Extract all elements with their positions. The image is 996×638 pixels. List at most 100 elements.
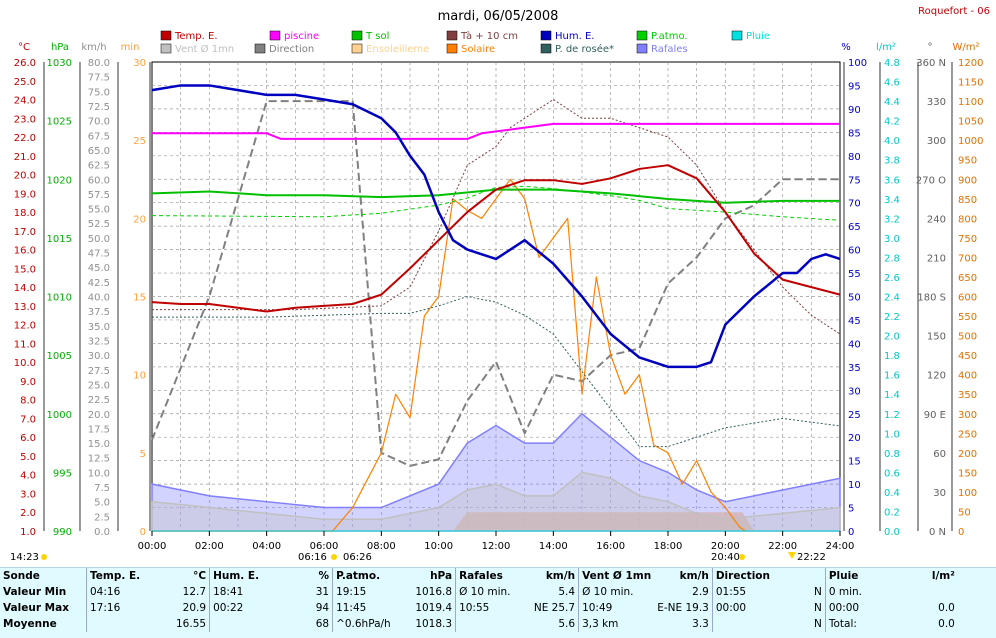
sunrise-marker	[331, 554, 337, 560]
legend-swatch	[160, 30, 172, 41]
temp-axis-tick-label: 7.0	[20, 414, 36, 425]
solar-axis-tick-label: 750	[958, 234, 977, 245]
chart-title: mardi, 06/05/2008	[438, 9, 559, 24]
temp-axis-tick-label: 4.0	[20, 471, 36, 482]
stats-cell: 00:22	[209, 600, 297, 616]
rain-axis-tick-label: 0.8	[884, 449, 900, 460]
temp-axis-tick-label: 9.0	[20, 377, 36, 388]
stats-cell: NE 25.7	[533, 602, 576, 614]
rain-axis-tick-label: 0.2	[884, 507, 900, 518]
temp-axis-tick-label: 21.0	[14, 152, 36, 163]
right-axes: %100959085807570656055504540353025201510…	[841, 42, 983, 538]
temp-axis-tick-label: 13.0	[14, 302, 36, 313]
stats-cell: 00:00	[711, 600, 809, 616]
dir-axis-tick-label: 0 N	[929, 527, 946, 538]
press-axis-tick-label: 995	[53, 468, 72, 479]
temp-axis-tick-label: 15.0	[14, 264, 36, 275]
temp-axis-tick-label: 1.0	[20, 527, 36, 538]
solar-axis-tick-label: 1000	[958, 136, 983, 147]
stats-header: km/h	[679, 570, 709, 582]
stats-cell: 17:16	[86, 600, 173, 616]
legend-swatch	[636, 30, 648, 41]
stats-cell: 01:55	[711, 584, 809, 600]
rain-axis-tick-label: 1.0	[884, 429, 900, 440]
hum-axis-tick-label: 0	[848, 527, 854, 538]
wind-axis-tick-label: 70.0	[88, 117, 110, 128]
rain-axis-tick-label: 0.6	[884, 468, 900, 479]
legend-label: Hum. E.	[555, 31, 594, 42]
solar-axis-tick-label: 500	[958, 332, 977, 343]
legend-label: Temp. E.	[174, 31, 218, 42]
time-tick-label: 16:00	[596, 541, 625, 552]
stats-header: Direction	[711, 568, 809, 584]
series-t-10-cm	[152, 99, 841, 335]
wind-axis-tick-label: 52.5	[88, 219, 110, 230]
wind-axis-tick-label: 67.5	[88, 131, 110, 142]
wind-axis-tick-label: 65.0	[88, 146, 110, 157]
wind-axis-tick-label: 62.5	[88, 161, 110, 172]
rain-axis-unit: l/m²	[876, 42, 896, 53]
legend-label: Ensoleilleme	[366, 44, 429, 55]
temp-axis-tick-label: 6.0	[20, 433, 36, 444]
series-ensoleilleme	[152, 512, 754, 531]
left-axes: °C 26.0 25.0 24.0 23.0 22.0 21.0 20.0 19.0 18.0 17…	[14, 42, 953, 538]
sun-axis-tick-label: 10	[133, 371, 146, 382]
temp-axis-unit: °C	[18, 42, 30, 53]
hum-axis-tick-label: 65	[848, 222, 861, 233]
dir-axis-tick-label: 330	[927, 97, 946, 108]
time-tick-label: 12:00	[482, 541, 511, 552]
solar-axis-tick-label: 850	[958, 195, 977, 206]
rain-axis-tick-label: 0.4	[884, 488, 900, 499]
temp-axis-tick-label: 24.0	[14, 96, 36, 107]
rain-axis-tick-label: 1.8	[884, 351, 900, 362]
legend-swatch	[351, 30, 363, 41]
wind-axis-tick-label: 2.5	[94, 512, 110, 523]
solar-axis-tick-label: 650	[958, 273, 977, 284]
stats-header: Hum. E.	[209, 568, 297, 584]
wind-axis-tick-label: 57.5	[88, 190, 110, 201]
stats-header: Pluie	[824, 568, 912, 584]
wind-axis-tick-label: 5.0	[94, 498, 110, 509]
solar-axis-tick-label: 200	[958, 449, 977, 460]
stats-row-label: Valeur Max	[3, 602, 69, 614]
stats-cell: 3,3 km	[578, 616, 655, 632]
legend-label: P. de rosée*	[555, 43, 614, 55]
solar-axis-tick-label: 300	[958, 410, 977, 421]
hum-axis-tick-label: 80	[848, 152, 861, 163]
rain-axis-tick-label: 4.6	[884, 78, 900, 89]
hum-axis-tick-label: 50	[848, 293, 861, 304]
series-direction	[151, 100, 840, 467]
dir-axis-tick-label: 60	[933, 449, 946, 460]
legend-swatch	[446, 43, 458, 54]
dir-axis-tick-label: 120	[927, 371, 946, 382]
rain-axis-tick-label: 4.2	[884, 117, 900, 128]
time-tick-label: 14:00	[539, 541, 568, 552]
hum-axis-unit: %	[841, 42, 851, 53]
time-tick-label: 00:00	[138, 541, 167, 552]
stats-cell: N	[813, 602, 822, 614]
solar-axis-tick-label: 1150	[958, 78, 983, 89]
rain-axis-tick-label: 3.4	[884, 195, 900, 206]
wind-axis-tick-label: 35.0	[88, 322, 110, 333]
station-name: Roquefort - 06	[918, 6, 990, 17]
solar-axis-tick-label: 350	[958, 390, 977, 401]
stats-cell: Ø 10 min.	[578, 584, 655, 600]
sun-marks: 14:23 06:16 06:26 20:40 22:22	[10, 552, 826, 563]
grid	[152, 62, 840, 531]
stats-header: Vent Ø 1mn	[578, 568, 655, 584]
legend-swatch	[540, 30, 552, 41]
temp-axis-tick-label: 18.0	[14, 208, 36, 219]
solar-axis-tick-label: 100	[958, 488, 977, 499]
stats-row-avg: Moyenne 16.55 68 ^0.6hPa/h 1018.3 5.6 3,…	[0, 616, 958, 632]
solar-axis-tick-label: 1050	[958, 117, 983, 128]
stats-header-row: Sonde Temp. E. °C Hum. E. % P.atmo. hPa …	[0, 568, 958, 584]
stats-header: l/m²	[931, 570, 955, 582]
wind-axis-tick-label: 20.0	[88, 410, 110, 421]
legend-label: Rafales	[651, 44, 688, 55]
solar-axis-tick-label: 800	[958, 214, 977, 225]
stats-row-label: Moyenne	[3, 618, 57, 630]
solar-axis-tick-label: 450	[958, 351, 977, 362]
temp-axis-tick-label: 19.0	[14, 189, 36, 200]
time-tick-label: 10:00	[424, 541, 453, 552]
stats-cell: 10:55	[455, 600, 523, 616]
